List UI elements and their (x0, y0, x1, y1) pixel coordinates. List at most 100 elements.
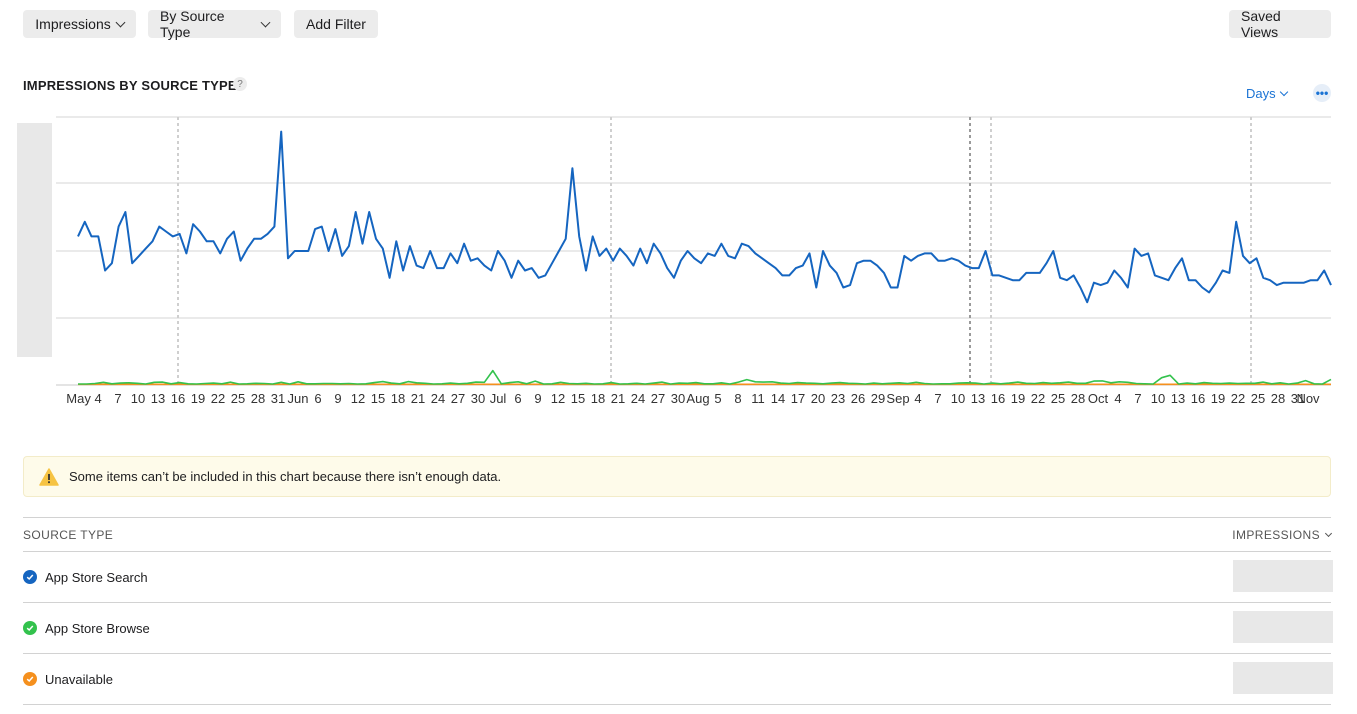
x-tick-label: 9 (534, 391, 541, 406)
more-options-icon[interactable]: ••• (1313, 84, 1331, 102)
impressions-value-placeholder (1233, 662, 1333, 694)
checkmark-icon[interactable] (23, 672, 37, 686)
x-tick-label: 4 (914, 391, 921, 406)
x-tick-label: 16 (1191, 391, 1205, 406)
saved-views-label: Saved Views (1241, 8, 1281, 40)
x-tick-label: 28 (1271, 391, 1285, 406)
group-by-label: By Source Type (160, 8, 225, 40)
x-tick-label: 13 (1171, 391, 1185, 406)
checkmark-icon[interactable] (23, 570, 37, 584)
x-tick-label: 22 (1031, 391, 1045, 406)
chevron-down-icon (1279, 87, 1288, 97)
x-tick-label: 12 (551, 391, 565, 406)
x-tick-label: 14 (771, 391, 785, 406)
x-tick-label: 6 (314, 391, 321, 406)
x-tick-label: 16 (171, 391, 185, 406)
x-tick-label: 31 (271, 391, 285, 406)
x-tick-label: Oct (1088, 391, 1109, 406)
metric-dropdown-label: Impressions (35, 16, 111, 32)
x-tick-label: 13 (151, 391, 165, 406)
x-tick-label: 18 (591, 391, 605, 406)
x-tick-label: 15 (571, 391, 585, 406)
x-tick-label: 28 (1071, 391, 1085, 406)
x-tick-label: 31 (1291, 391, 1305, 406)
source-type-table: SOURCE TYPE IMPRESSIONS App Store Search… (23, 517, 1333, 705)
x-tick-label: Aug (686, 391, 709, 406)
saved-views-button[interactable]: Saved Views (1229, 8, 1331, 40)
row-label: App Store Browse (45, 620, 150, 636)
granularity-dropdown[interactable]: Days (1246, 86, 1288, 101)
x-tick-label: 28 (251, 391, 265, 406)
x-tick-label: 21 (411, 391, 425, 406)
x-tick-label: 18 (391, 391, 405, 406)
x-tick-label: 13 (971, 391, 985, 406)
x-tick-label: Nov (1296, 391, 1320, 406)
column-impressions-sort[interactable]: IMPRESSIONS (1232, 527, 1333, 542)
x-tick-label: 12 (351, 391, 365, 406)
y-axis-placeholder (17, 123, 52, 357)
x-tick-label: Sep (886, 391, 909, 406)
impressions-value-placeholder (1233, 560, 1333, 592)
x-tick-label: May 4 (66, 391, 101, 406)
row-label: App Store Search (45, 569, 148, 585)
x-tick-label: 19 (1211, 391, 1225, 406)
x-tick-label: 30 (471, 391, 485, 406)
x-tick-label: 27 (451, 391, 465, 406)
x-tick-label: 15 (371, 391, 385, 406)
x-tick-label: 22 (1231, 391, 1245, 406)
x-tick-label: 6 (514, 391, 521, 406)
x-tick-label: 17 (791, 391, 805, 406)
impressions-value-placeholder (1233, 611, 1333, 643)
x-tick-label: 10 (1151, 391, 1165, 406)
x-tick-label: 7 (934, 391, 941, 406)
x-tick-label: 20 (811, 391, 825, 406)
x-tick-label: 11 (751, 391, 765, 406)
x-tick-label: 26 (851, 391, 865, 406)
x-tick-label: 8 (734, 391, 741, 406)
table-row[interactable]: App Store Browse (23, 603, 1333, 654)
x-tick-label: 25 (1251, 391, 1265, 406)
x-tick-label: 9 (334, 391, 341, 406)
x-tick-label: 30 (671, 391, 685, 406)
impressions-chart: May 4 7 10 13 16 19 22 25 28 31 Jun 6 9 12 15 18 21 24 27 3… (17, 116, 1332, 406)
x-tick-label: 10 (951, 391, 965, 406)
table-row[interactable]: Unavailable (23, 654, 1333, 705)
x-tick-label: 27 (651, 391, 665, 406)
add-filter-button[interactable]: Add Filter (294, 10, 378, 38)
x-tick-label: 10 (131, 391, 145, 406)
warning-triangle-icon (39, 467, 59, 486)
x-tick-label: 29 (871, 391, 885, 406)
x-tick-label: 19 (191, 391, 205, 406)
x-tick-label: 25 (231, 391, 245, 406)
add-filter-label: Add Filter (306, 16, 366, 32)
chevron-down-icon (1324, 529, 1333, 537)
x-tick-label: 24 (431, 391, 445, 406)
insufficient-data-warning: Some items can’t be included in this cha… (23, 456, 1331, 497)
table-header: SOURCE TYPE IMPRESSIONS (23, 517, 1333, 552)
x-tick-label: 5 (714, 391, 721, 406)
checkmark-icon[interactable] (23, 621, 37, 635)
row-label: Unavailable (45, 671, 113, 687)
x-tick-label: 21 (611, 391, 625, 406)
x-tick-label: 16 (991, 391, 1005, 406)
group-by-dropdown[interactable]: By Source Type (148, 8, 281, 40)
chart-title: IMPRESSIONS BY SOURCE TYPE (23, 78, 237, 93)
series-app-store-search-line (77, 130, 1332, 304)
x-tick-label: 7 (1134, 391, 1141, 406)
x-tick-label: 22 (211, 391, 225, 406)
column-impressions: IMPRESSIONS (1232, 527, 1320, 542)
chevron-down-icon (115, 17, 126, 27)
help-icon[interactable]: ? (233, 77, 247, 91)
granularity-label: Days (1246, 86, 1276, 101)
metric-dropdown[interactable]: Impressions (23, 10, 136, 38)
x-tick-label: 25 (1051, 391, 1065, 406)
x-tick-label: 19 (1011, 391, 1025, 406)
series-app-store-browse-line (78, 369, 1332, 385)
table-row[interactable]: App Store Search (23, 552, 1333, 603)
x-tick-label: 4 (1114, 391, 1121, 406)
x-tick-label: 24 (631, 391, 645, 406)
chevron-down-icon (260, 17, 271, 27)
x-tick-label: 7 (114, 391, 121, 406)
column-source-type: SOURCE TYPE (23, 527, 114, 542)
x-tick-label: Jun (288, 391, 309, 406)
